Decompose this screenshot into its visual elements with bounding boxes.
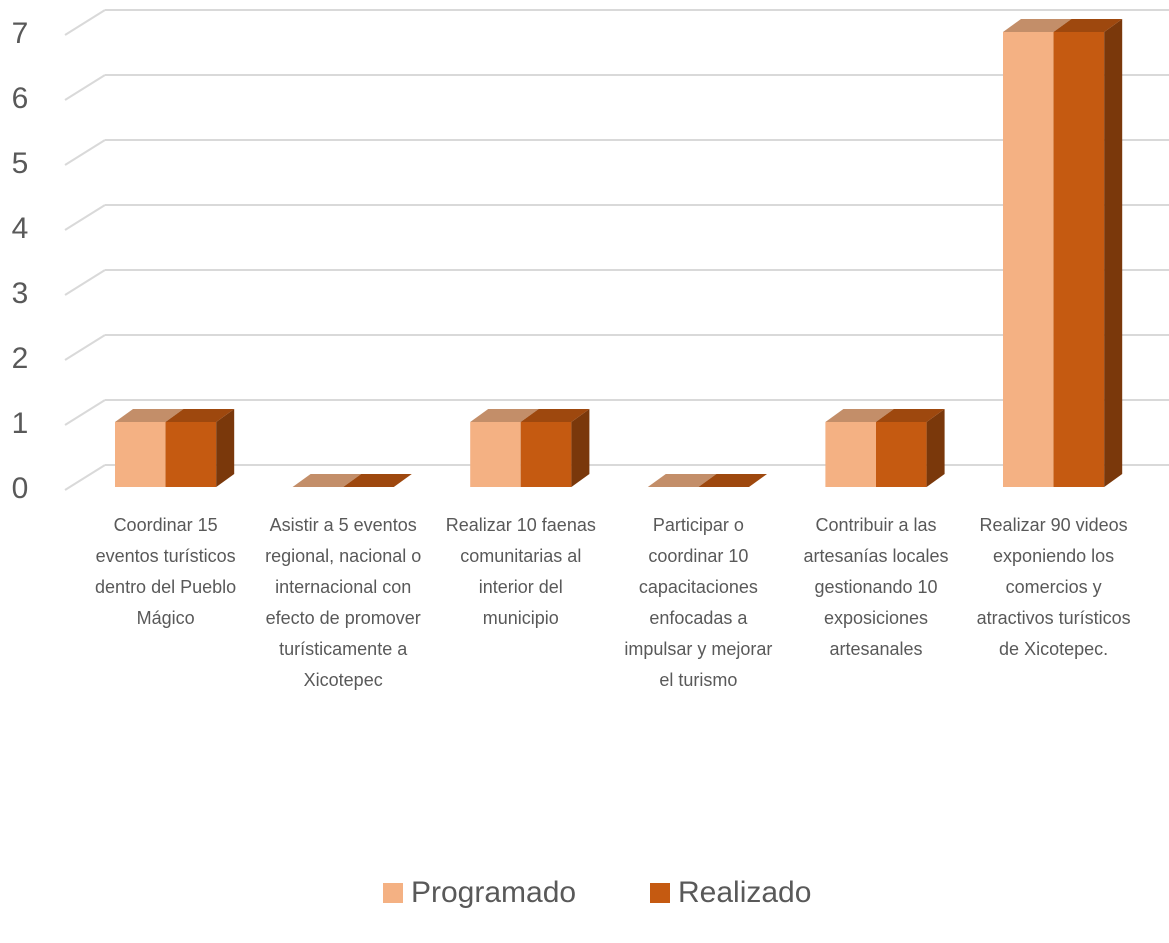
- bar-top: [698, 474, 767, 487]
- bar-top: [115, 409, 184, 422]
- grid-line: [64, 204, 106, 231]
- y-tick-label: 0: [12, 472, 29, 505]
- y-tick-label: 3: [12, 277, 29, 310]
- bar: [165, 409, 235, 487]
- grid-line: [64, 9, 106, 36]
- y-tick-label: 7: [12, 17, 29, 50]
- bar: [1053, 19, 1123, 487]
- legend-label: Realizado: [678, 876, 811, 909]
- legend-label: Programado: [411, 876, 576, 909]
- y-tick-label: 2: [12, 342, 29, 375]
- bar-top: [165, 409, 235, 422]
- grid-line: [64, 139, 106, 166]
- bar-front: [1053, 32, 1105, 487]
- bar-top: [292, 474, 362, 487]
- bar-top: [647, 474, 717, 487]
- y-tick-label: 4: [12, 212, 29, 245]
- bar-front: [876, 422, 927, 487]
- legend-swatch: [650, 883, 670, 903]
- bar-front: [165, 422, 217, 487]
- bar-top: [1053, 19, 1123, 32]
- bar-side: [926, 409, 945, 487]
- x-tick-label: Coordinar 15 eventos turísticos dentro d…: [95, 515, 237, 628]
- legend-swatch: [383, 883, 403, 903]
- x-tick-label: Participar o coordinar 10 capacitaciones…: [624, 515, 773, 690]
- bar-front: [520, 422, 572, 487]
- bar-side: [571, 409, 590, 487]
- bar: [647, 474, 717, 487]
- y-tick-label: 1: [12, 407, 29, 440]
- grid-line: [64, 334, 106, 361]
- bar-top: [343, 474, 412, 487]
- bar: [343, 474, 412, 487]
- bar-front: [825, 422, 876, 487]
- bar: [520, 409, 590, 487]
- x-tick-label: Asistir a 5 eventos regional, nacional o…: [265, 515, 422, 690]
- y-tick-label: 5: [12, 147, 29, 180]
- bar-top: [825, 409, 894, 422]
- x-tick-label: Contribuir a las artesanías locales gest…: [803, 515, 949, 659]
- grid-line: [64, 464, 106, 491]
- bar: [876, 409, 945, 487]
- bar-front: [1003, 32, 1054, 487]
- bar: [292, 474, 362, 487]
- bar-top: [1003, 19, 1072, 32]
- bar-front: [115, 422, 166, 487]
- bar-front: [470, 422, 521, 487]
- bar-top: [470, 409, 539, 422]
- bar-top: [520, 409, 590, 422]
- x-tick-label: Realizar 90 videos exponiendo los comerc…: [976, 515, 1131, 659]
- bar-side: [216, 409, 235, 487]
- grid-line: [64, 399, 106, 426]
- grid-line: [64, 269, 106, 296]
- y-tick-label: 6: [12, 82, 29, 115]
- bar: [698, 474, 767, 487]
- grid-line: [64, 74, 106, 101]
- bar-top: [876, 409, 945, 422]
- bar-side: [1104, 19, 1123, 487]
- x-tick-label: Realizar 10 faenas comunitarias al inter…: [445, 515, 596, 628]
